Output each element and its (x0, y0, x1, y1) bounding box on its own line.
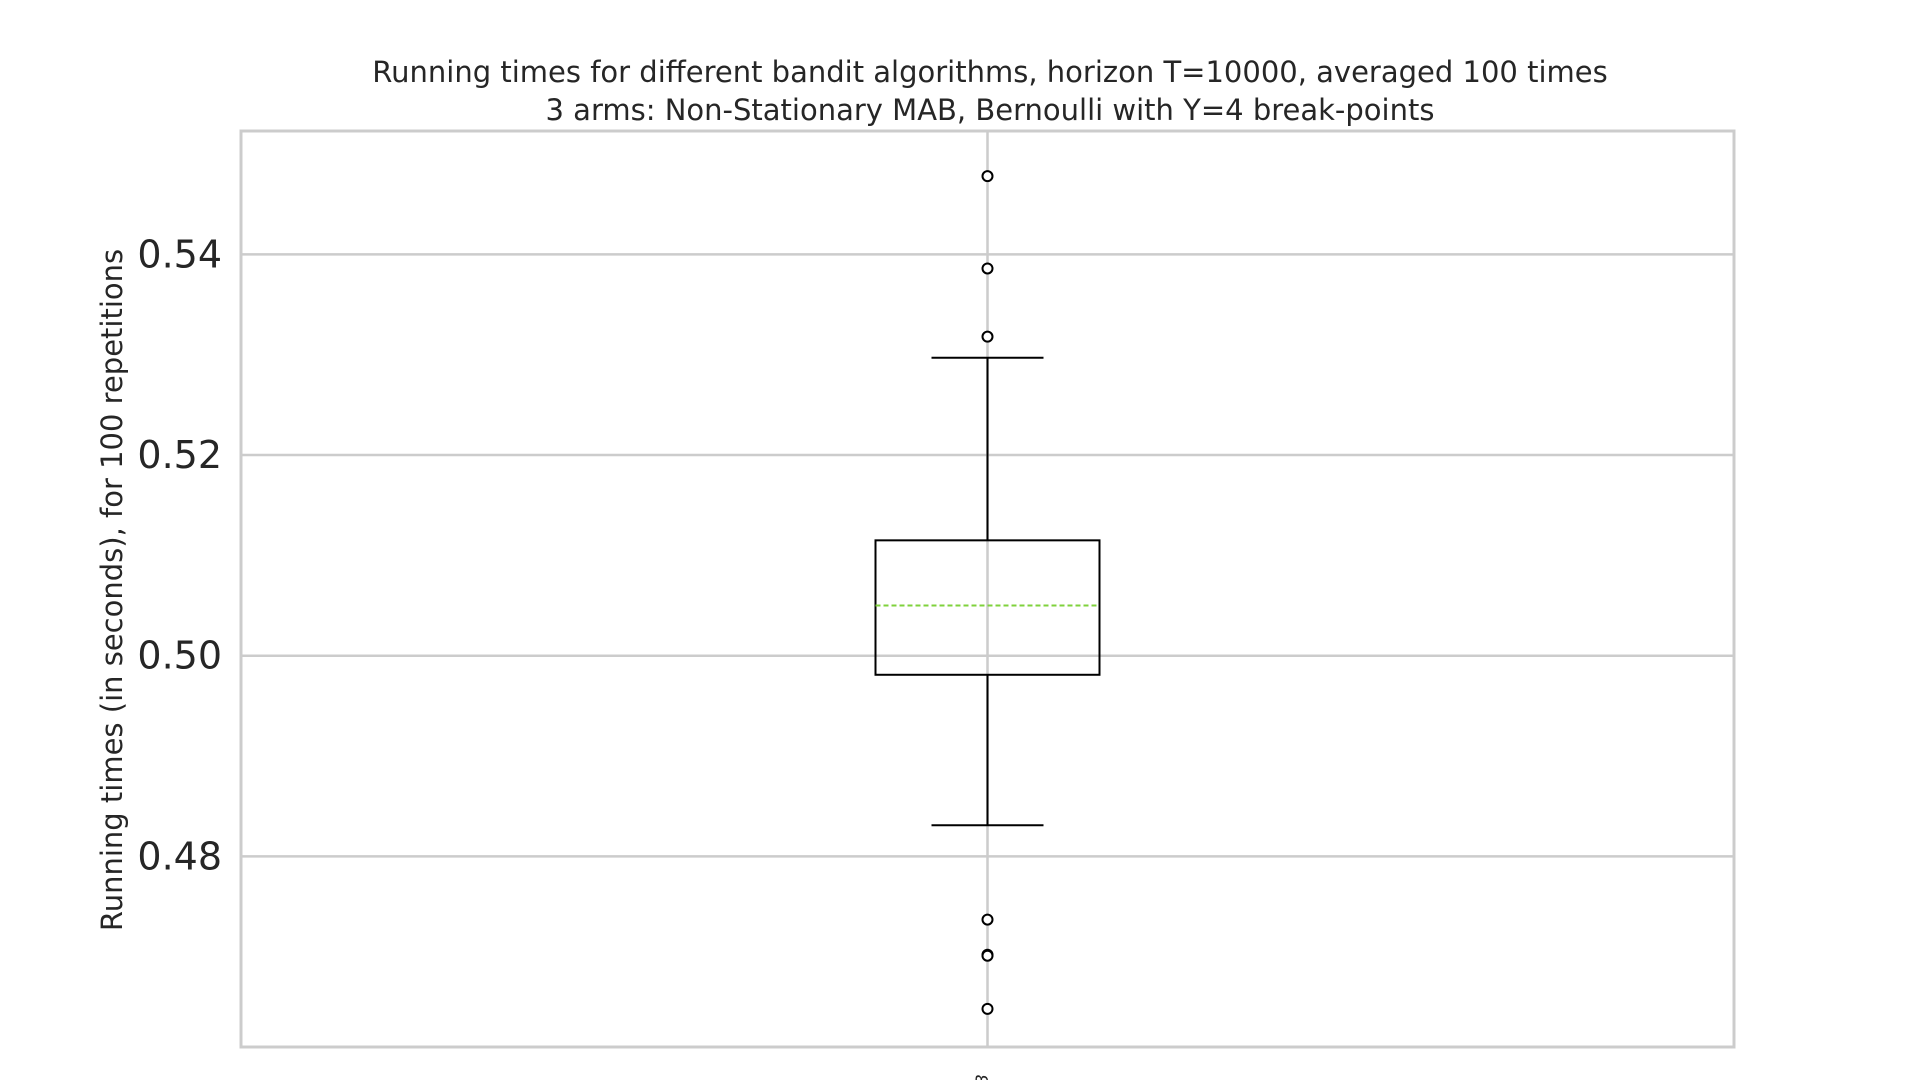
outlier-point (981, 949, 994, 962)
outlier-point (981, 1002, 994, 1015)
y-tick-label: 0.54 (137, 232, 222, 276)
y-tick-labels: 0.48 0.50 0.52 0.54 (137, 232, 222, 878)
interquartile-box (874, 539, 1101, 676)
plot-frame (239, 129, 1736, 1049)
y-axis-label: Running times (in seconds), for 100 repe… (95, 249, 129, 931)
outlier-point (981, 170, 994, 183)
y-tick-label: 0.50 (137, 634, 222, 678)
chart-title: Running times for different bandit algor… (372, 55, 1607, 89)
chart-subtitle: 3 arms: Non-Stationary MAB, Bernoulli wi… (546, 93, 1435, 127)
outlier-point (981, 262, 994, 275)
box-layer (874, 170, 1101, 1015)
y-tick-label: 0.52 (137, 433, 222, 477)
outlier-point (981, 330, 994, 343)
y-tick-label: 0.48 (137, 834, 222, 878)
outlier-point (981, 913, 994, 926)
x-tick-label: B (973, 1074, 993, 1080)
